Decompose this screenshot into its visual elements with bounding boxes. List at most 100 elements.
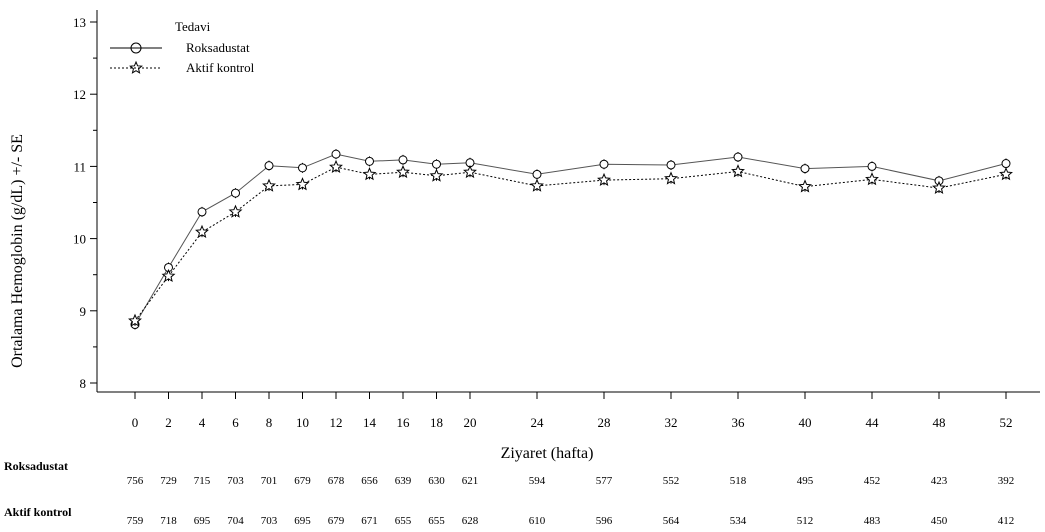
y-tick-label: 9: [80, 304, 87, 319]
data-point-roksadustat: [800, 164, 810, 174]
y-tick-label: 8: [80, 376, 87, 391]
data-point-aktif-kontrol: [999, 167, 1013, 181]
count-roksadustat: 729: [160, 475, 177, 487]
legend-marker-circle-icon: [130, 42, 142, 54]
counts-table: 756 729 715 703 701 679 678 656 639 630 621 594 577 5…: [127, 475, 1015, 527]
count-roksadustat: 594: [529, 475, 546, 487]
count-aktif-kontrol: 483: [864, 515, 881, 527]
x-tick-label: 2: [165, 415, 172, 430]
x-tick-label: 16: [397, 415, 411, 430]
legend-marker-star-icon: [129, 60, 143, 74]
count-roksadustat: 630: [428, 475, 445, 487]
count-roksadustat: 701: [261, 475, 278, 487]
data-point-aktif-kontrol: [731, 164, 745, 178]
count-aktif-kontrol: 596: [596, 515, 613, 527]
count-roksadustat: 577: [596, 475, 613, 487]
count-roksadustat: 423: [931, 475, 948, 487]
x-tick-label: 28: [598, 415, 611, 430]
count-aktif-kontrol: 704: [227, 515, 244, 527]
data-point-aktif-kontrol: [865, 172, 879, 186]
count-roksadustat: 756: [127, 475, 144, 487]
data-point-roksadustat: [365, 156, 374, 166]
x-tick-label: 44: [866, 415, 880, 430]
y-tick-label: 13: [73, 15, 86, 30]
data-point-aktif-kontrol: [161, 268, 176, 283]
count-aktif-kontrol: 695: [194, 515, 211, 527]
count-aktif-kontrol: 450: [931, 515, 948, 527]
data-point-aktif-kontrol: [664, 171, 678, 185]
x-tick-label: 14: [363, 415, 377, 430]
y-tick-label: 12: [73, 87, 86, 102]
count-aktif-kontrol: 759: [127, 515, 144, 527]
data-point-roksadustat: [432, 159, 441, 169]
data-point-roksadustat: [666, 160, 676, 170]
x-axis-title: Ziyaret (hafta): [501, 445, 594, 462]
x-tick-label: 4: [199, 415, 206, 430]
count-aktif-kontrol: 655: [395, 515, 412, 527]
x-axis-ticks: 0 2 4 6 8 10 12 14 16 18 20 24 28 32 36 40 44 48 52: [132, 392, 1013, 430]
count-roksadustat: 552: [663, 475, 680, 487]
count-roksadustat: 392: [998, 475, 1015, 487]
x-tick-label: 8: [266, 415, 273, 430]
y-tick-label: 11: [73, 159, 86, 174]
data-point-aktif-kontrol: [429, 168, 444, 182]
x-tick-label: 18: [430, 415, 443, 430]
count-aktif-kontrol: 512: [797, 515, 814, 527]
data-point-roksadustat: [532, 169, 542, 179]
data-point-aktif-kontrol: [396, 164, 410, 179]
counts-label-aktif-kontrol: Aktif kontrol: [4, 505, 72, 519]
data-point-aktif-kontrol: [798, 179, 812, 193]
data-point-aktif-kontrol: [463, 164, 477, 179]
series-layer: [128, 149, 1013, 330]
count-roksadustat: 621: [462, 475, 479, 487]
x-tick-label: 10: [296, 415, 309, 430]
count-aktif-kontrol: 703: [261, 515, 278, 527]
count-roksadustat: 678: [328, 475, 345, 487]
count-aktif-kontrol: 610: [529, 515, 546, 527]
data-point-roksadustat: [599, 159, 609, 169]
x-tick-label: 0: [132, 415, 139, 430]
data-point-aktif-kontrol: [262, 178, 276, 192]
y-tick-label: 10: [73, 232, 86, 247]
count-roksadustat: 703: [227, 475, 244, 487]
data-point-roksadustat: [867, 161, 877, 171]
data-point-aktif-kontrol: [295, 177, 310, 191]
data-point-roksadustat: [197, 207, 207, 217]
x-tick-label: 6: [232, 415, 239, 430]
count-aktif-kontrol: 628: [462, 515, 479, 527]
x-tick-label: 36: [732, 415, 746, 430]
data-point-aktif-kontrol: [597, 172, 611, 187]
data-point-aktif-kontrol: [329, 159, 343, 174]
data-point-roksadustat: [1001, 159, 1011, 169]
count-aktif-kontrol: 679: [328, 515, 345, 527]
counts-label-roksadustat: Roksadustat: [4, 459, 68, 473]
count-aktif-kontrol: 655: [428, 515, 445, 527]
count-aktif-kontrol: 534: [730, 515, 747, 527]
count-aktif-kontrol: 564: [663, 515, 680, 527]
legend: Tedavi Roksadustat Aktif kontrol: [110, 19, 255, 75]
count-roksadustat: 639: [395, 475, 412, 487]
count-roksadustat: 518: [730, 475, 747, 487]
count-roksadustat: 495: [797, 475, 814, 487]
legend-title: Tedavi: [175, 19, 211, 34]
legend-label-roksadustat: Roksadustat: [186, 40, 250, 55]
x-tick-label: 52: [1000, 415, 1013, 430]
count-aktif-kontrol: 412: [998, 515, 1015, 527]
x-tick-label: 32: [665, 415, 678, 430]
data-point-aktif-kontrol: [932, 180, 946, 194]
data-point-roksadustat: [264, 161, 274, 171]
count-aktif-kontrol: 695: [294, 515, 311, 527]
data-point-aktif-kontrol: [195, 224, 209, 239]
count-roksadustat: 715: [194, 475, 211, 487]
data-point-roksadustat: [398, 155, 408, 165]
legend-label-aktif-kontrol: Aktif kontrol: [186, 60, 255, 75]
x-tick-label: 12: [330, 415, 343, 430]
y-axis-ticks: 8 9 10 11 12 13: [73, 15, 97, 391]
data-point-roksadustat: [733, 152, 743, 162]
data-point-roksadustat: [298, 163, 307, 173]
x-tick-label: 48: [933, 415, 946, 430]
data-point-aktif-kontrol: [362, 167, 377, 181]
data-point-roksadustat: [331, 149, 341, 159]
count-roksadustat: 656: [361, 475, 378, 487]
